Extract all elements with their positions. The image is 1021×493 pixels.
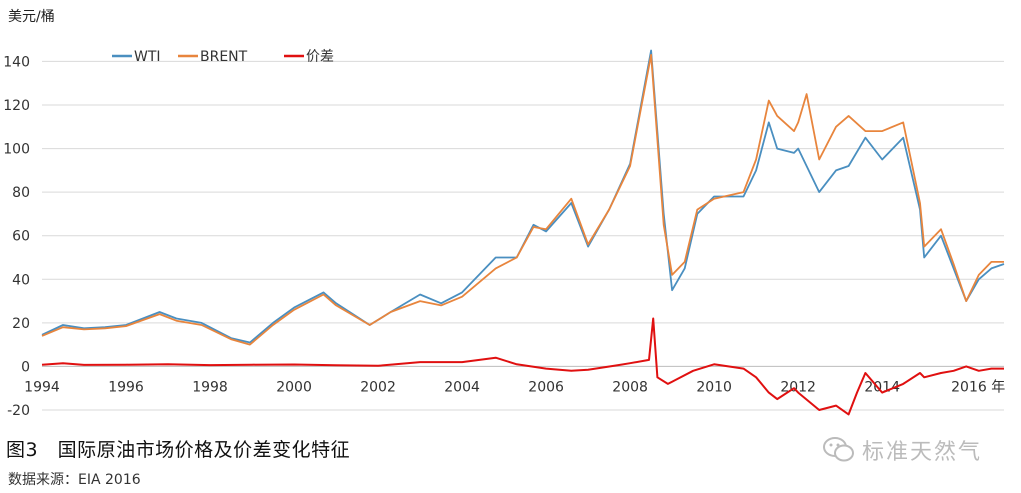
y-tick-label: 0 <box>21 359 30 375</box>
y-tick-label: 20 <box>12 316 30 332</box>
watermark: 标准天然气 <box>822 434 982 466</box>
y-axis-ticks: -20 0 20 40 60 80 100 120 140 <box>3 54 30 419</box>
x-tick-label: 1998 <box>192 379 228 395</box>
wechat-icon <box>823 437 854 462</box>
x-tick-label: 2016 年 <box>951 379 1005 395</box>
y-tick-label: 120 <box>3 98 30 114</box>
series-line-wti <box>41 49 1005 344</box>
y-tick-label: -20 <box>7 403 30 419</box>
x-tick-label: 2008 <box>612 379 648 395</box>
series-lines <box>41 49 1005 416</box>
gridlines <box>42 60 1004 411</box>
x-tick-label: 2000 <box>276 379 312 395</box>
x-tick-label: 2002 <box>360 379 396 395</box>
x-tick-label: 2010 <box>696 379 732 395</box>
series-line-brent <box>41 54 1004 346</box>
x-tick-label: 2004 <box>444 379 480 395</box>
y-axis-unit-label: 美元/桶 <box>8 9 55 25</box>
x-tick-label: 1994 <box>24 379 60 395</box>
x-tick-label: 1996 <box>108 379 144 395</box>
legend-label: WTI <box>134 49 161 65</box>
x-axis-ticks: 1994 1996 1998 2000 2002 2004 2006 2008 2010 2012… <box>24 379 1005 395</box>
watermark-text: 标准天然气 <box>862 440 983 465</box>
figure-caption: 图3 国际原油市场价格及价差变化特征 <box>6 439 351 461</box>
price-chart: -20 0 20 40 60 80 100 120 140 1994 1996 1998 2000 20… <box>3 49 1005 419</box>
series-line-spread <box>41 317 1004 416</box>
x-tick-label: 2006 <box>528 379 564 395</box>
y-tick-label: 40 <box>12 272 30 288</box>
y-tick-label: 80 <box>12 185 30 201</box>
legend-label: BRENT <box>200 49 248 65</box>
y-tick-label: 60 <box>12 229 30 245</box>
y-tick-label: 100 <box>3 142 30 158</box>
y-tick-label: 140 <box>3 54 30 70</box>
legend-label: 价差 <box>306 49 334 65</box>
data-source: 数据来源：EIA 2016 <box>8 472 141 488</box>
legend: WTI BRENT 价差 <box>112 49 334 65</box>
